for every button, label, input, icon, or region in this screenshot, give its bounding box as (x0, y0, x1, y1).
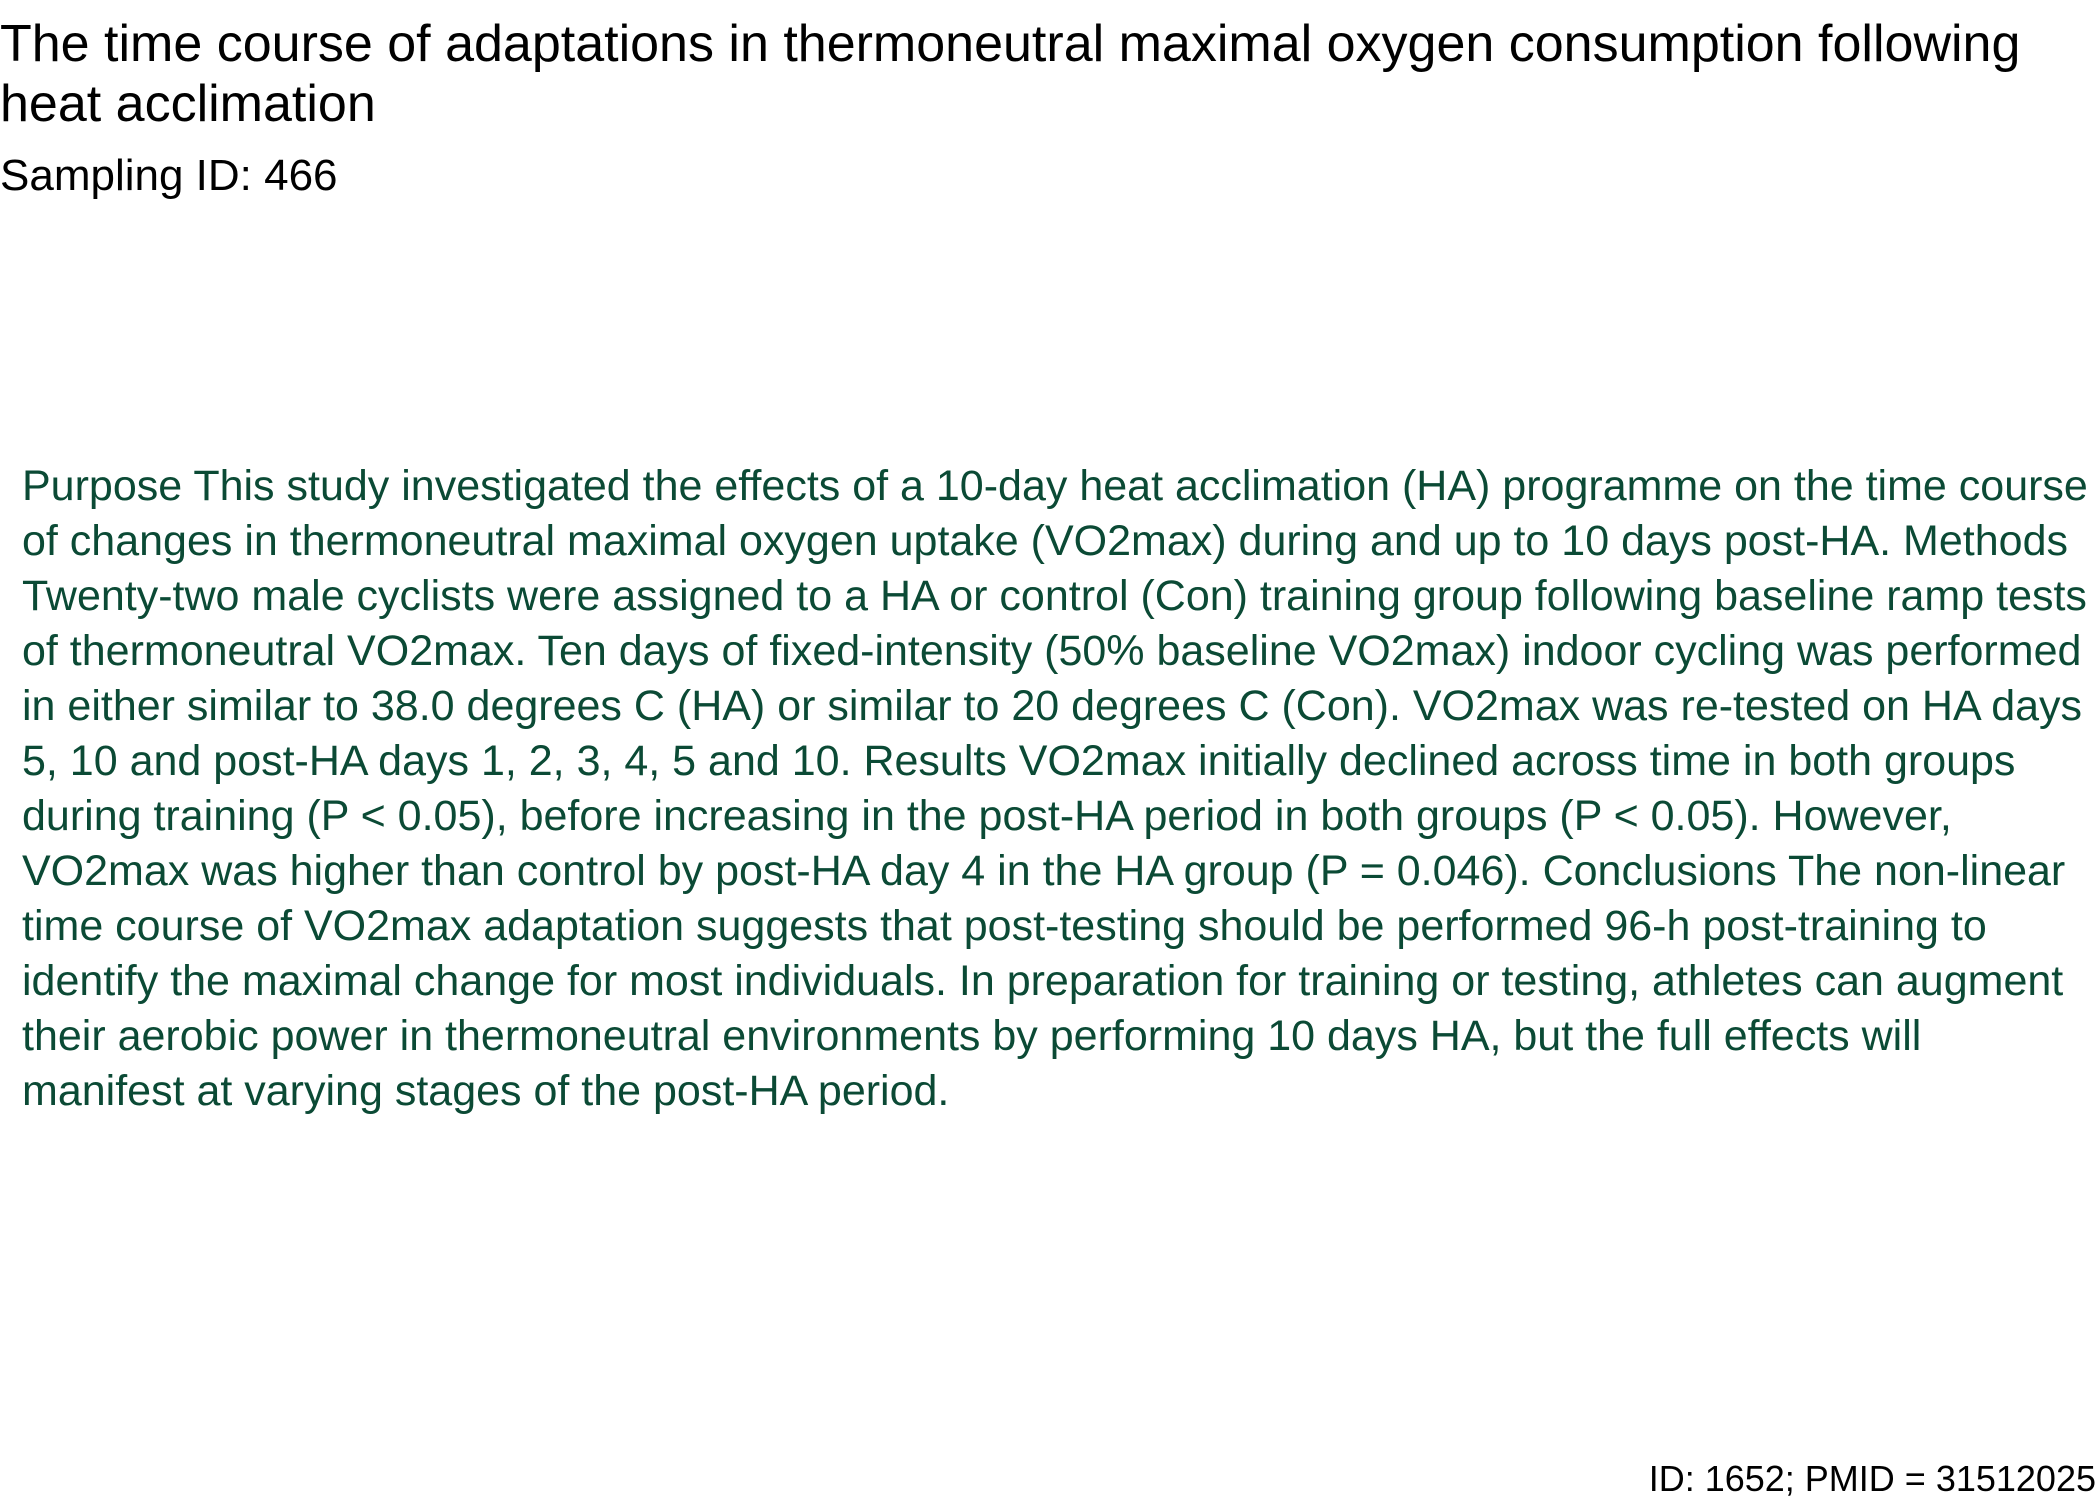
sampling-id: Sampling ID: 466 (0, 151, 338, 200)
footer-id: ID: 1652; PMID = 31512025 (1648, 1458, 2096, 1499)
document-title: The time course of adaptations in thermo… (0, 15, 2021, 133)
abstract-text: Purpose This study investigated the effe… (22, 462, 2088, 1115)
